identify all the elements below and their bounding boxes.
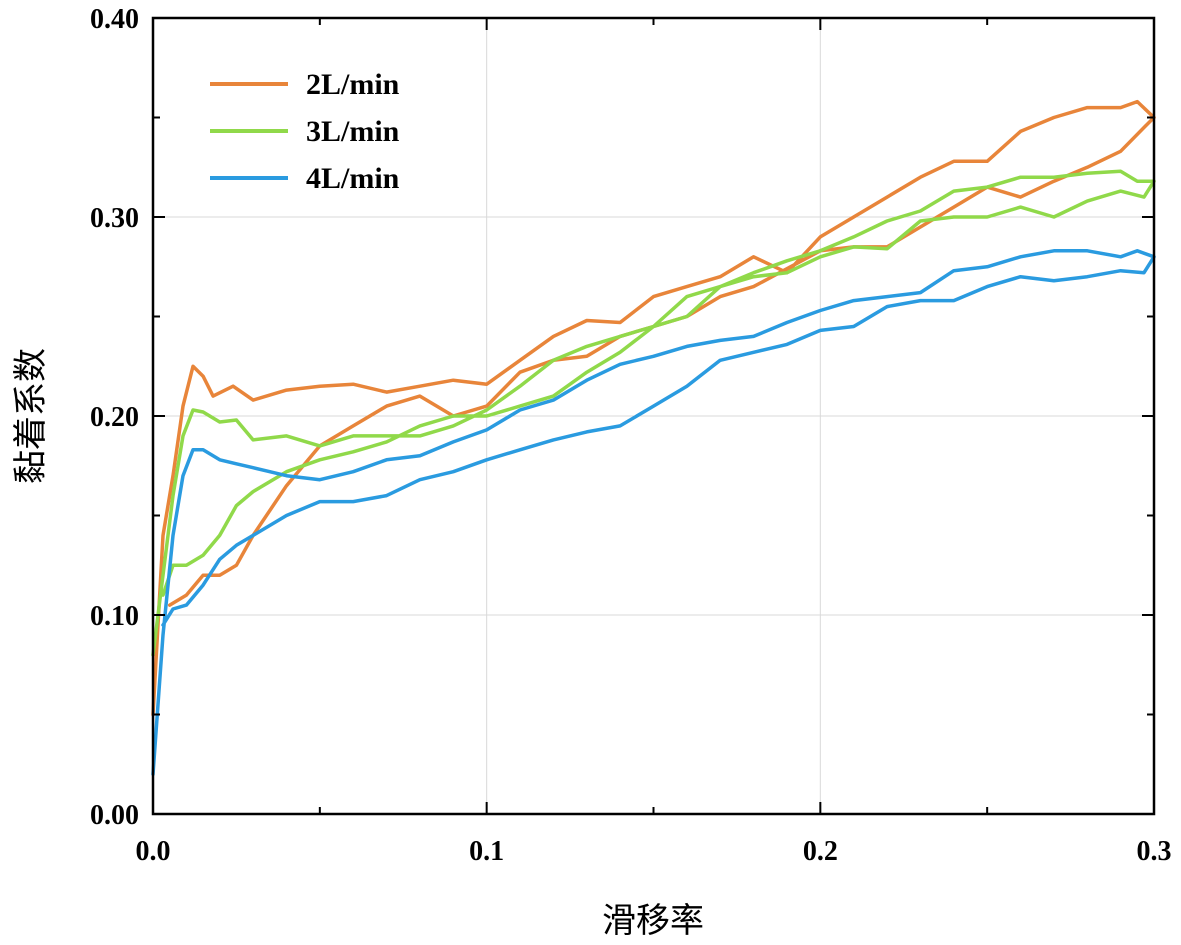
legend-label: 3L/min	[306, 115, 400, 148]
y-axis-title: 黏着系数	[11, 348, 51, 484]
series-line	[151, 249, 1156, 776]
x-tick-label: 0.3	[1137, 836, 1172, 867]
series-lines	[151, 99, 1156, 776]
x-tick-label: 0.1	[469, 836, 504, 867]
y-tick-label: 0.40	[90, 4, 139, 35]
y-tick-label: 0.30	[90, 203, 139, 234]
legend-label: 2L/min	[306, 68, 400, 101]
y-tick-label: 0.20	[90, 402, 139, 433]
x-axis-title: 滑移率	[602, 901, 704, 941]
series-line	[151, 169, 1156, 657]
x-tick-labels: 0.0 0.1 0.2 0.3	[136, 836, 1172, 867]
series-line	[151, 99, 1156, 717]
x-tick-label: 0.0	[136, 836, 171, 867]
legend: 2L/min 3L/min 4L/min	[210, 68, 400, 195]
y-tick-labels: 0.00 0.10 0.20 0.30 0.40	[90, 4, 139, 831]
axis-ticks	[152, 17, 1155, 815]
grid-lines	[153, 18, 1154, 814]
y-tick-label: 0.00	[90, 800, 139, 831]
y-tick-label: 0.10	[90, 601, 139, 632]
legend-label: 4L/min	[306, 162, 400, 195]
x-tick-label: 0.2	[803, 836, 838, 867]
